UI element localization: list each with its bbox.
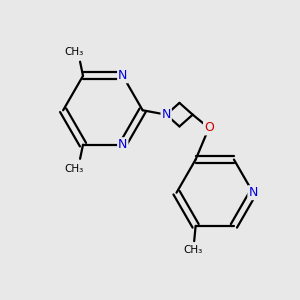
Text: CH₃: CH₃ bbox=[64, 164, 84, 174]
Text: O: O bbox=[204, 122, 214, 134]
Text: CH₃: CH₃ bbox=[64, 47, 84, 57]
Text: N: N bbox=[118, 69, 128, 82]
Text: N: N bbox=[118, 138, 128, 151]
Text: N: N bbox=[248, 186, 258, 199]
Text: N: N bbox=[161, 108, 171, 121]
Text: CH₃: CH₃ bbox=[183, 245, 202, 255]
